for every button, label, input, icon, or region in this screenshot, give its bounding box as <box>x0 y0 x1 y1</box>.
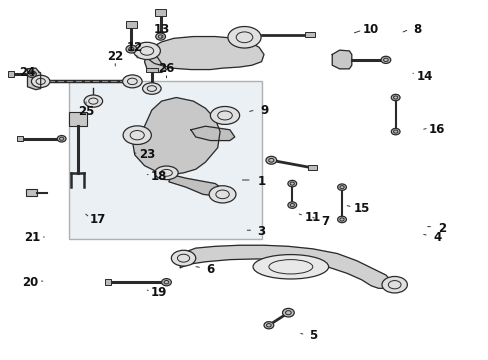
Circle shape <box>287 202 296 208</box>
Bar <box>105 279 111 285</box>
Ellipse shape <box>123 126 151 144</box>
Polygon shape <box>144 47 166 72</box>
Bar <box>8 71 14 77</box>
Polygon shape <box>180 245 390 288</box>
Text: 6: 6 <box>206 263 214 276</box>
Text: 1: 1 <box>257 175 265 188</box>
Polygon shape <box>132 98 220 175</box>
Circle shape <box>126 45 137 53</box>
Text: 5: 5 <box>308 329 316 342</box>
Text: 19: 19 <box>151 287 167 300</box>
Bar <box>17 136 23 141</box>
Bar <box>155 9 166 16</box>
Text: 17: 17 <box>90 213 106 226</box>
FancyBboxPatch shape <box>69 81 261 239</box>
Text: 18: 18 <box>151 170 167 183</box>
Text: 8: 8 <box>413 23 421 36</box>
Polygon shape <box>190 126 234 140</box>
Polygon shape <box>331 50 351 69</box>
Polygon shape <box>27 68 41 90</box>
Polygon shape <box>168 175 224 196</box>
Circle shape <box>27 71 36 77</box>
Circle shape <box>161 279 171 286</box>
Text: 21: 21 <box>24 231 41 244</box>
Ellipse shape <box>209 186 236 203</box>
Text: 11: 11 <box>304 211 320 224</box>
Ellipse shape <box>155 166 178 180</box>
Ellipse shape <box>381 276 407 293</box>
Ellipse shape <box>84 95 102 107</box>
Ellipse shape <box>122 75 142 88</box>
Text: 20: 20 <box>22 276 38 289</box>
Text: 25: 25 <box>78 105 94 118</box>
Text: 16: 16 <box>428 123 445 136</box>
Text: 26: 26 <box>158 62 174 75</box>
Ellipse shape <box>133 42 160 59</box>
Text: 15: 15 <box>353 202 369 215</box>
Text: 10: 10 <box>363 23 379 36</box>
Text: 4: 4 <box>432 231 440 244</box>
Ellipse shape <box>227 27 261 48</box>
Text: 12: 12 <box>126 41 142 54</box>
Text: 22: 22 <box>107 50 123 63</box>
Ellipse shape <box>142 83 161 94</box>
Bar <box>125 22 137 28</box>
Text: 23: 23 <box>139 148 155 161</box>
Text: 2: 2 <box>437 222 445 235</box>
Ellipse shape <box>171 250 195 266</box>
Circle shape <box>390 94 399 101</box>
Polygon shape <box>147 37 264 69</box>
Circle shape <box>337 184 346 190</box>
Text: 14: 14 <box>416 69 432 82</box>
Circle shape <box>264 321 273 329</box>
Circle shape <box>265 156 276 164</box>
Text: 7: 7 <box>320 215 328 228</box>
Circle shape <box>390 129 399 135</box>
Bar <box>307 165 316 170</box>
Text: 3: 3 <box>257 225 265 238</box>
Text: 24: 24 <box>20 66 36 79</box>
Circle shape <box>287 180 296 187</box>
Circle shape <box>156 33 165 40</box>
Circle shape <box>282 309 294 317</box>
Text: 13: 13 <box>153 23 169 36</box>
Bar <box>26 189 37 196</box>
Bar <box>146 68 158 72</box>
Bar <box>69 112 86 126</box>
Ellipse shape <box>31 75 50 87</box>
Text: 9: 9 <box>259 104 267 117</box>
Circle shape <box>57 135 66 142</box>
Ellipse shape <box>210 107 239 125</box>
Circle shape <box>380 56 390 63</box>
Bar <box>305 32 315 37</box>
Circle shape <box>337 216 346 223</box>
Ellipse shape <box>252 255 328 279</box>
